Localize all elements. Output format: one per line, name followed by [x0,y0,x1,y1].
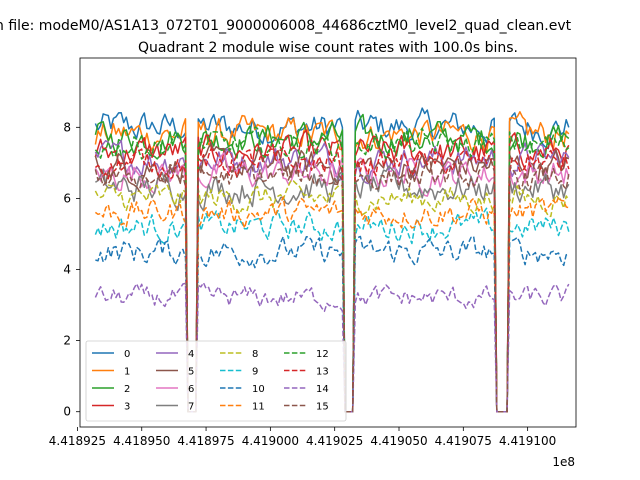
x-tick-label: 4.419050 [370,434,427,448]
series-lines [94,107,570,413]
series-line-1 [94,111,570,413]
y-tick-label: 8 [63,120,71,134]
y-tick-label: 0 [63,405,71,419]
x-tick-label: 4.418925 [49,434,106,448]
series-line-11 [94,196,570,413]
series-line-14 [94,281,570,413]
axes: 4.418925 4.418950 4.418975 4.419000 4.419025… [49,57,577,448]
legend-label-14: 14 [316,384,329,395]
series-line-2 [94,113,570,413]
series-line-15 [94,157,570,413]
series-line-12 [94,126,570,413]
x-tick-label: 4.418950 [113,434,170,448]
legend-label-3: 3 [124,402,130,413]
legend-label-9: 9 [252,367,258,378]
y-tick-label: 6 [63,191,71,205]
x-tick-label: 4.418975 [177,434,234,448]
x-tick-label: 4.419100 [499,434,556,448]
legend-label-5: 5 [188,367,194,378]
legend-label-1: 1 [124,367,130,378]
x-tick-label: 4.419075 [435,434,492,448]
legend-label-0: 0 [124,349,130,360]
legend-label-10: 10 [252,384,265,395]
x-offset-label: 1e8 [552,455,575,469]
figure-suptitle: n file: modeM0/AS1A13_072T01_9000006008_… [0,18,572,34]
series-line-9 [94,207,570,413]
legend-label-13: 13 [316,367,329,378]
legend-label-4: 4 [188,349,194,360]
legend-label-15: 15 [316,402,329,413]
x-tick-label: 4.419000 [242,434,299,448]
series-line-8 [94,179,570,413]
legend-label-12: 12 [316,349,329,360]
legend-label-7: 7 [188,402,194,413]
series-line-10 [95,235,570,413]
plot-frame [79,57,577,428]
x-tick-label: 4.419025 [306,434,363,448]
legend-label-11: 11 [252,402,265,413]
y-tick-label: 2 [63,334,71,348]
legend-label-8: 8 [252,349,258,360]
series-line-3 [94,129,570,413]
chart-title: Quadrant 2 module wise count rates with … [138,40,518,56]
legend-label-2: 2 [124,384,130,395]
series-line-5 [94,142,570,413]
legend-label-6: 6 [188,384,194,395]
legend-box [85,340,347,422]
y-tick-label: 4 [63,263,71,277]
